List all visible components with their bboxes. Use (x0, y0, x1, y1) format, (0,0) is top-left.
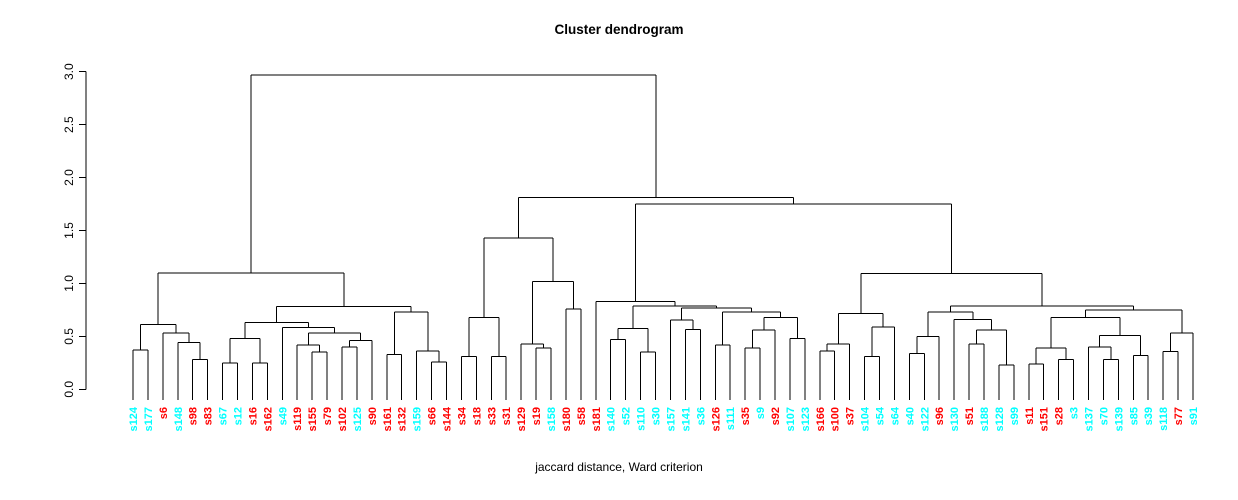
leaf-label: s99 (1009, 407, 1021, 425)
leaf-label: s124 (128, 406, 140, 431)
leaf-label: s180 (561, 407, 573, 431)
leaf-label: s85 (1128, 407, 1140, 425)
leaf-label: s161 (382, 407, 394, 431)
leaf-label: s90 (367, 407, 379, 425)
leaf-label: s130 (949, 407, 961, 431)
leaf-label: s12 (233, 407, 245, 425)
leaf-label: s51 (964, 407, 976, 425)
leaf-label: s162 (262, 407, 274, 431)
leaf-label: s35 (740, 407, 752, 425)
leaf-label: s91 (1188, 407, 1200, 425)
leaf-label: s139 (1113, 407, 1125, 431)
leaf-label: s3 (1069, 407, 1081, 419)
y-tick-label: 1.5 (62, 222, 76, 239)
leaf-label: s9 (755, 407, 767, 419)
leaf-label: s6 (158, 407, 170, 419)
leaf-label: s79 (322, 407, 334, 425)
leaf-label: s16 (247, 407, 259, 425)
leaf-label: s11 (1024, 407, 1036, 425)
leaf-label: s34 (456, 406, 468, 425)
leaf-label: s119 (292, 407, 304, 431)
leaf-label: s122 (919, 407, 931, 431)
leaf-label: s107 (785, 407, 797, 431)
leaf-label: s92 (770, 407, 782, 425)
leaf-label: s166 (815, 407, 827, 431)
leaf-label: s70 (1098, 407, 1110, 425)
leaf-label: s159 (412, 407, 424, 431)
leaf-label: s110 (636, 407, 648, 431)
leaf-label: s64 (889, 406, 901, 425)
leaf-label: s158 (546, 407, 558, 431)
leaf-label: s157 (665, 407, 677, 431)
leaf-label: s49 (277, 407, 289, 425)
leaf-label: s102 (337, 407, 349, 431)
leaf-label: s129 (516, 407, 528, 431)
leaf-label: s126 (710, 407, 722, 431)
leaf-label: s28 (1054, 407, 1066, 425)
leaf-label: s30 (651, 407, 663, 425)
leaf-label: s77 (1173, 407, 1185, 425)
leaf-label: s39 (1143, 407, 1155, 425)
y-tick-label: 0.0 (62, 381, 76, 398)
y-tick-label: 0.5 (62, 328, 76, 345)
leaf-label: s151 (1039, 407, 1051, 431)
leaf-label: s58 (576, 407, 588, 425)
leaf-label: s123 (800, 407, 812, 431)
leaf-label: s31 (501, 407, 513, 425)
leaf-label: s188 (979, 407, 991, 431)
chart-title: Cluster dendrogram (554, 22, 684, 37)
leaf-label: s83 (203, 407, 215, 425)
leaf-label: s37 (845, 407, 857, 425)
leaf-label: s33 (486, 407, 498, 425)
leaf-label: s111 (725, 407, 737, 430)
chart-xlabel: jaccard distance, Ward criterion (535, 460, 703, 474)
leaf-label: s140 (606, 407, 618, 431)
leaf-label: s18 (471, 407, 483, 425)
leaf-label: s100 (830, 407, 842, 431)
leaf-label: s40 (904, 407, 916, 425)
leaf-label: s141 (680, 407, 692, 431)
leaf-label: s181 (591, 407, 603, 431)
y-tick-label: 2.0 (62, 169, 76, 186)
leaf-label: s144 (442, 406, 454, 431)
leaf-label: s66 (427, 407, 439, 425)
y-tick-label: 1.0 (62, 275, 76, 292)
leaf-label: s148 (173, 407, 185, 431)
leaf-label: s54 (874, 406, 886, 425)
leaf-label: s137 (1083, 407, 1095, 431)
leaf-label: s36 (695, 407, 707, 425)
leaf-label: s177 (143, 407, 155, 431)
leaf-label: s98 (188, 407, 200, 425)
leaf-label: s96 (934, 407, 946, 425)
y-tick-label: 2.5 (62, 116, 76, 133)
leaf-label: s128 (994, 407, 1006, 431)
leaf-label: s132 (397, 407, 409, 431)
leaf-label: s118 (1158, 407, 1170, 431)
leaf-label: s52 (621, 407, 633, 425)
leaf-label: s67 (218, 407, 230, 425)
leaf-label: s125 (352, 407, 364, 431)
leaf-label: s155 (307, 407, 319, 431)
leaf-label: s19 (531, 407, 543, 425)
leaf-label: s104 (860, 406, 872, 431)
y-tick-label: 3.0 (62, 63, 76, 80)
